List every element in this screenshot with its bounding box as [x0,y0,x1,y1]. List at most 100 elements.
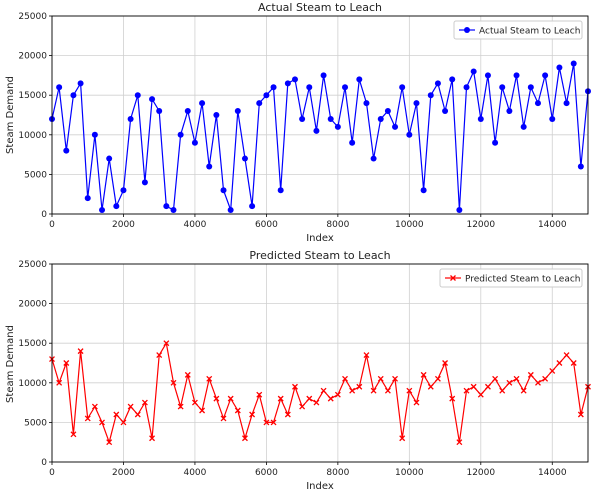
data-point [63,360,70,366]
data-point [263,92,270,99]
data-point [249,411,256,418]
data-point [156,108,163,115]
data-point [256,100,263,107]
data-point [406,131,413,138]
data-point [299,115,306,122]
data-point [420,187,427,194]
data-point [427,92,434,99]
data-point [306,395,313,402]
y-tick-label: 15000 [18,91,47,101]
data-point [177,131,184,138]
data-point [106,155,113,162]
data-point [384,387,391,394]
data-point [313,399,320,406]
x-tick-label: 6000 [255,468,278,478]
data-point [127,403,134,410]
y-tick-label: 20000 [18,52,47,62]
data-point [456,207,463,214]
data-point [56,379,63,386]
x-tick-label: 8000 [326,468,349,478]
data-point [463,387,470,394]
data-point [477,391,484,398]
data-point [370,155,377,162]
data-point [570,360,577,366]
x-tick-label: 2000 [112,220,135,230]
data-point [499,387,506,394]
data-point [334,123,341,130]
data-point [470,68,477,75]
data-point [513,72,520,79]
data-point [542,72,549,79]
data-point [256,391,263,398]
data-point [434,80,441,87]
data-point [291,76,298,83]
legend-label: Actual Steam to Leach [479,27,580,37]
data-point [242,435,248,442]
data-point [577,163,584,170]
y-axis-label: Steam Demand [5,325,16,403]
data-point [270,419,277,426]
data-point [213,112,220,118]
series-line [51,63,589,211]
data-point [284,80,291,87]
data-point [227,207,234,214]
data-point [477,115,484,122]
data-point [327,395,334,402]
x-axis-label: Index [306,233,334,244]
data-point [392,123,399,130]
data-point [120,187,127,194]
y-tick-label: 0 [41,458,47,468]
data-point [191,139,198,146]
data-point [513,375,520,382]
data-point [127,115,134,122]
legend [453,20,583,40]
data-point [549,115,556,122]
data-point [263,419,270,426]
data-point [384,108,391,115]
legend [439,268,583,288]
data-point [63,147,70,154]
data-point [241,155,248,162]
data-point [191,399,198,406]
series-line [51,341,589,445]
data-point [420,371,427,378]
y-tick-label: 10000 [18,379,47,389]
data-point [470,383,477,390]
data-point [306,84,313,91]
data-point [363,352,370,359]
data-point [556,64,563,71]
data-point [163,340,170,347]
y-tick-label: 15000 [18,339,47,349]
data-point [170,379,177,386]
data-point [170,207,177,214]
data-point [292,383,298,390]
predicted-steam-chart: Predicted Steam to Leach Index Steam Dem… [5,249,591,492]
data-point [220,187,227,194]
data-point [320,387,327,394]
data-point [149,435,156,442]
data-point [313,127,320,134]
y-tick-label: 25000 [18,260,47,270]
data-point [249,203,256,210]
plot-frame [51,15,589,215]
data-point [327,115,334,122]
data-point [520,123,527,130]
data-point [206,163,213,170]
data-point [99,207,106,214]
data-point [177,403,184,410]
x-tick-label: 2000 [112,468,135,478]
data-point [349,139,356,146]
data-point [370,387,377,394]
data-point [184,371,191,378]
data-point [363,100,370,107]
data-point [342,375,348,382]
x-tick-label: 12000 [466,220,495,230]
data-point [70,92,77,99]
y-tick-label: 5000 [24,418,47,428]
data-point [442,108,449,115]
data-point [299,403,306,410]
data-point [549,367,556,374]
data-point [527,371,534,378]
data-point [556,360,563,366]
data-point [206,375,213,382]
